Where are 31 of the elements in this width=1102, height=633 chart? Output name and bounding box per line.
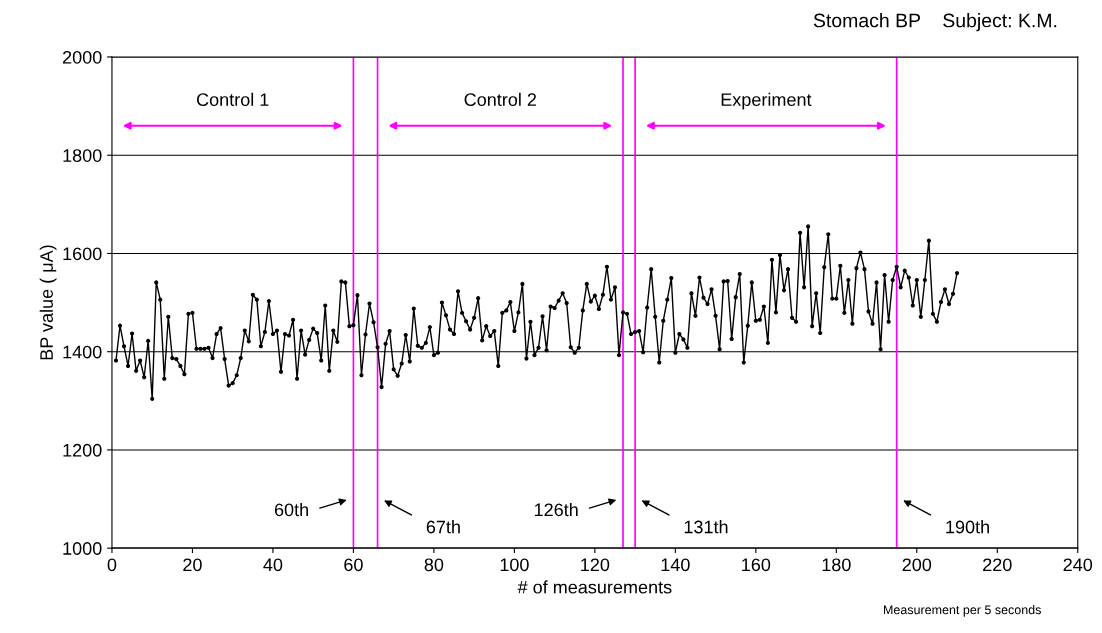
y-tick-label: 1200 (63, 443, 102, 457)
ref-line-label: 190th (946, 520, 989, 534)
x-tick-label: 120 (581, 558, 610, 572)
y-axis-title: BP value ( μA) (39, 245, 57, 360)
x-tick-label: 220 (983, 558, 1012, 572)
x-tick-label: 160 (742, 558, 771, 572)
x-tick-label: 100 (500, 558, 529, 572)
y-tick-label: 1800 (63, 149, 102, 162)
x-tick-label: 140 (661, 558, 690, 572)
x-axis-title: # of measurements (517, 580, 672, 594)
text: Measurement per 5 seconds (884, 605, 1041, 617)
y-tick-label: 2000 (62, 50, 102, 64)
ref-line-label: 126th (534, 502, 578, 517)
y-tick-label: 1600 (63, 247, 102, 261)
ref-line-label: 67th (426, 520, 460, 534)
chart-title: Stomach BP Subject: K.M. (813, 13, 1057, 32)
y-tick-label: 1400 (63, 345, 102, 359)
x-tick-label: 20 (183, 558, 202, 572)
x-tick-label: 0 (107, 558, 117, 572)
annotation: Control 2 (464, 92, 537, 107)
x-tick-label: 200 (902, 558, 932, 572)
ref-line-label: 131th (684, 520, 728, 534)
annotation: Experiment (721, 92, 812, 110)
x-tick-label: 60 (344, 558, 363, 572)
annotation: Control 1 (196, 92, 269, 107)
x-tick-label: 240 (1063, 558, 1093, 572)
y-tick-label: 1000 (63, 542, 102, 555)
x-tick-label: 180 (822, 558, 851, 572)
ref-line-label: 60th (274, 502, 308, 517)
x-tick-label: 40 (263, 558, 283, 572)
x-tick-label: 80 (424, 558, 444, 572)
